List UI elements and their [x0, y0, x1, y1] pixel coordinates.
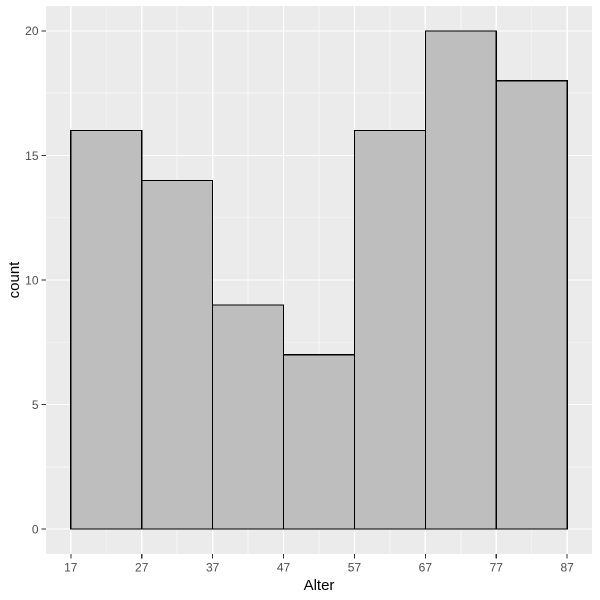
y-axis-title: count	[6, 261, 23, 299]
histogram-bar	[495, 80, 568, 530]
y-axis-tick-label: 0	[32, 522, 39, 536]
histogram-bar	[212, 304, 285, 530]
y-axis-tick-label: 15	[25, 149, 39, 163]
x-axis-tick-label: 87	[561, 561, 575, 575]
x-axis-title: Alter	[303, 577, 335, 594]
x-axis-tick-label: 57	[348, 561, 362, 575]
x-axis-tick-label: 77	[490, 561, 504, 575]
x-axis-tick-label: 67	[419, 561, 433, 575]
histogram-bar	[424, 30, 497, 530]
x-axis-tick-label: 27	[135, 561, 149, 575]
x-axis-tick-label: 17	[64, 561, 78, 575]
histogram-bar	[353, 129, 426, 530]
x-axis-tick-label: 37	[206, 561, 220, 575]
histogram-bar	[141, 179, 214, 530]
histogram-bar	[70, 129, 143, 530]
x-axis-tick-label: 47	[277, 561, 291, 575]
histogram-bar	[282, 354, 356, 530]
y-axis-tick-label: 10	[25, 273, 39, 287]
y-axis-tick-label: 20	[25, 24, 39, 38]
y-axis-tick-label: 5	[32, 398, 39, 412]
